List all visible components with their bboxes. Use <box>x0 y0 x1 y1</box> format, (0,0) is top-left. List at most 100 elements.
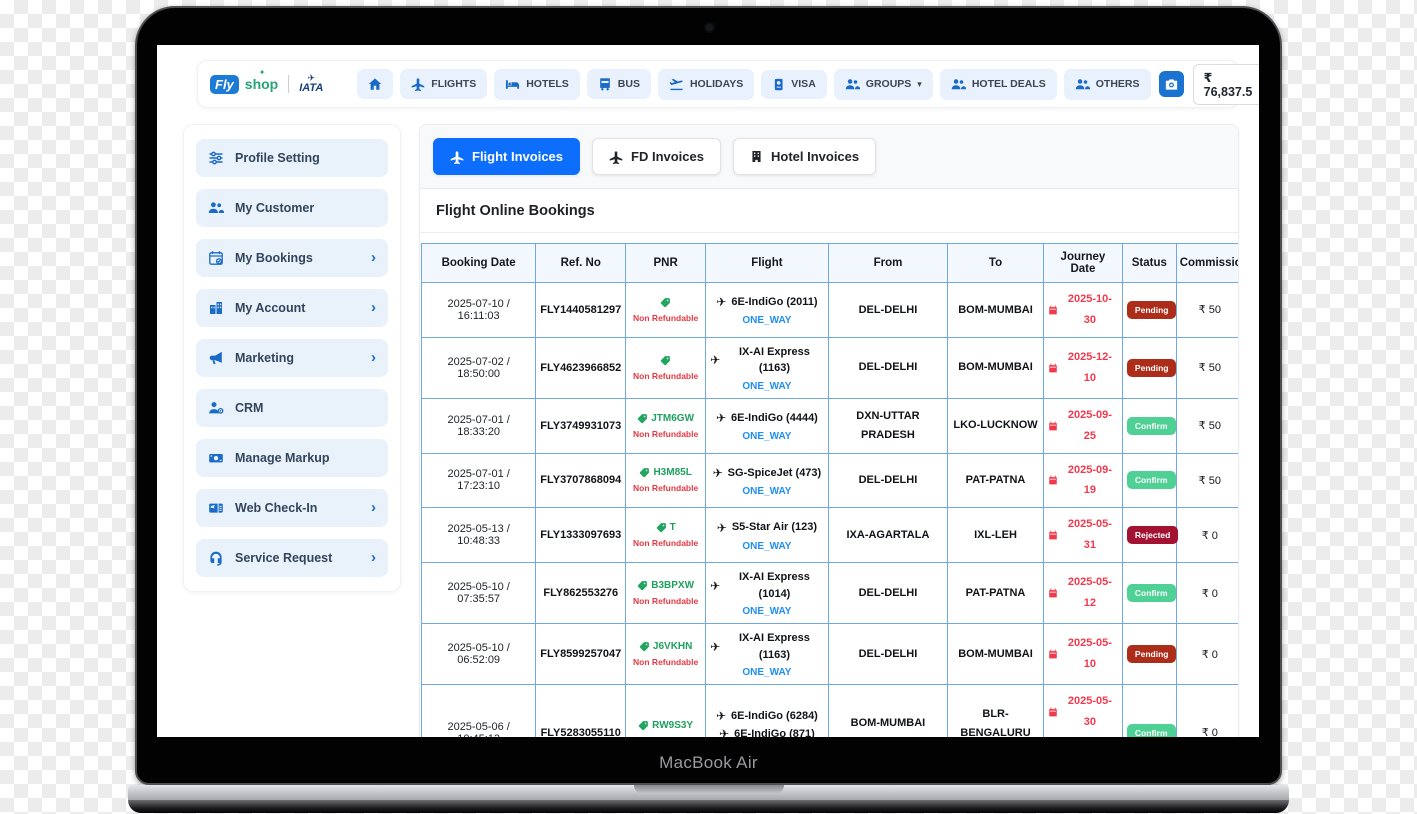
sidebar-item-profile-setting[interactable]: Profile Setting <box>196 139 388 177</box>
flight-name: ✈ 6E-IndiGo (4444) <box>710 409 824 427</box>
chevron-right-icon: › <box>371 349 376 366</box>
table-header-row: Booking Date Ref. No PNR Flight From To Journe… <box>420 243 1238 283</box>
chevron-right-icon: › <box>371 299 376 316</box>
nav-item-holidays[interactable]: HOLIDAYS <box>657 68 755 100</box>
journey-date-text: 2025-05-31 <box>1067 518 1112 552</box>
sidebar-item-service-request[interactable]: Service Request › <box>196 539 388 577</box>
flight-name: ✈ 6E-IndiGo (6284) <box>710 707 824 725</box>
trip-type: ONE_WAY <box>742 431 792 443</box>
sidebar-item-web-check-in[interactable]: Web Check-In › <box>196 489 388 527</box>
journey-date-value: 2025-09-25 <box>1048 405 1118 447</box>
flight-name: ✈ IX-AI Express (1014) <box>710 569 824 602</box>
table-body: 2025-07-10 / 16:11:03 FLY1440581297 Non Re… <box>420 282 1238 738</box>
status-cell: Rejected <box>1121 507 1179 564</box>
booking-date-cell: 2025-05-10 / 06:52:09 <box>420 623 537 686</box>
tag-icon <box>637 413 648 424</box>
plane-icon: ✈ <box>710 639 721 654</box>
main-area: Flight Invoices FD Invoices Hotel Invoices… <box>419 124 1239 737</box>
pnr-cell: T Non Refundable <box>625 507 707 564</box>
booking-date-cell: 2025-07-02 / 18:50:00 <box>420 336 537 399</box>
journey-date-text: 2025-10-30 <box>1067 293 1112 326</box>
to-value: BOM-MUMBAI <box>958 303 1033 316</box>
flyshop-logo[interactable]: Fly shop ✦ ✈ IATA <box>210 68 324 94</box>
flight-cell: ✈ SG-SpiceJet (473) ONE_WAY <box>705 452 829 509</box>
page-title: Flight Online Bookings <box>420 189 1238 233</box>
table-row: 2025-07-10 / 16:11:03 FLY1440581297 Non Re… <box>420 282 1238 338</box>
journey-date-value: 2025-10-30 <box>1048 289 1118 331</box>
nav-item-flights[interactable]: FLIGHTS <box>400 69 488 99</box>
tag-icon <box>639 641 650 652</box>
tab-hotel-invoices[interactable]: Hotel Invoices <box>732 138 877 175</box>
to-cell: LKO-LUCKNOW <box>947 397 1044 454</box>
to-value: LKO-LUCKNOW <box>953 419 1038 432</box>
plane-icon: ✈ <box>710 578 721 593</box>
tab-label: Flight Invoices <box>472 149 564 164</box>
journey-date-text: 2025-05-30 <box>1062 733 1118 738</box>
ref-no-cell: FLY8599257047 <box>535 623 627 686</box>
nav-item-bus[interactable]: BUS <box>586 69 651 99</box>
brand-fly-badge: Fly <box>210 74 239 94</box>
table-row: 2025-05-10 / 06:52:09 FLY8599257047 J6VKHN… <box>420 623 1238 686</box>
sidebar-item-label: Profile Setting <box>235 151 320 165</box>
nav-item-hotel-deals[interactable]: HOTEL DEALS <box>939 68 1057 100</box>
invoices-panel: Flight Invoices FD Invoices Hotel Invoices… <box>419 124 1239 737</box>
status-cell: Confirm <box>1121 397 1177 454</box>
calendar-icon <box>1048 421 1058 431</box>
pnr-value: J6VKHN <box>630 641 701 652</box>
from-cell: DEL-DELHI <box>827 562 949 625</box>
iata-logo: ✈ IATA <box>299 73 324 94</box>
nav-item-visa[interactable]: VISA <box>761 69 827 99</box>
column-header-booking-date: Booking Date <box>420 243 537 283</box>
headset-icon <box>208 550 224 566</box>
sidebar-item-crm[interactable]: CRM <box>196 389 388 427</box>
nav-menu: FLIGHTS HOTELS BUS HOLIDAYS VISA GROUPS ▾ HOTEL… <box>357 68 1151 100</box>
from-cell: DEL-DELHI <box>827 623 949 686</box>
pnr-value <box>630 297 701 308</box>
sidebar-item-manage-markup[interactable]: Manage Markup <box>196 439 388 477</box>
wallet-balance[interactable]: ₹ 76,837.5 <box>1192 63 1259 105</box>
nav-item-home[interactable] <box>357 69 394 99</box>
caret-down-icon: ▾ <box>917 78 922 89</box>
tab-flight-invoices[interactable]: Flight Invoices <box>433 138 581 175</box>
commission-cell: ₹ 50 <box>1175 397 1238 454</box>
ref-no-cell: FLY3749931073 <box>535 397 627 454</box>
journey-date-value: 2025-05-12 <box>1048 572 1118 614</box>
crm-icon <box>208 400 224 416</box>
flight-label: 6E-IndiGo (6284) <box>731 710 818 723</box>
camera-button[interactable] <box>1158 71 1184 97</box>
pnr-cell: J6VKHN Non Refundable <box>625 623 707 686</box>
calendar-icon <box>1048 530 1058 540</box>
sidebar-item-my-bookings[interactable]: My Bookings › <box>196 239 388 277</box>
flight-name: ✈ SG-SpiceJet (473) <box>710 464 824 482</box>
non-refundable-label: Non Refundable <box>633 596 699 607</box>
flight-cell: ✈ IX-AI Express (1163) ONE_WAY <box>705 623 829 686</box>
table-row: 2025-05-10 / 07:35:57 FLY862553276 B3BPXW N… <box>420 562 1238 625</box>
status-badge: Confirm <box>1126 471 1176 490</box>
flight-name: ✈ IX-AI Express (1163) <box>710 344 824 377</box>
to-value: BOM-MUMBAI <box>958 647 1033 660</box>
chevron-right-icon: › <box>371 249 376 266</box>
commission-cell: ₹ 0 <box>1175 507 1238 564</box>
to-value: BOM-MUMBAI <box>958 361 1033 374</box>
pnr-code: JTM6GW <box>651 412 695 424</box>
to-cell: BOM-MUMBAI <box>947 282 1044 338</box>
journey-date-text: 2025-05-30 <box>1067 695 1112 729</box>
megaphone-icon <box>208 350 224 366</box>
status-badge: Pending <box>1126 645 1177 664</box>
to-value: BLR-BENGALURU <box>960 707 1031 737</box>
tag-icon <box>637 580 648 591</box>
nav-item-groups[interactable]: GROUPS ▾ <box>833 68 933 100</box>
journey-date-value: 2025-05-30 <box>1048 691 1118 733</box>
sidebar-item-my-customer[interactable]: My Customer <box>196 189 388 227</box>
sidebar-item-marketing[interactable]: Marketing › <box>196 339 388 377</box>
bookings-table-wrapper: Booking Date Ref. No PNR Flight From To Journe… <box>420 233 1238 737</box>
tab-fd-invoices[interactable]: FD Invoices <box>592 138 721 175</box>
sidebar-item-my-account[interactable]: My Account › <box>196 289 388 327</box>
from-value: DEL-DELHI <box>858 647 918 660</box>
tag-icon <box>660 355 671 366</box>
flight-label: IX-AI Express (1014) <box>738 571 810 600</box>
nav-item-hotels[interactable]: HOTELS <box>494 68 580 100</box>
column-header-commission: Commission <box>1175 243 1238 283</box>
ref-no-cell: FLY862553276 <box>535 562 627 625</box>
nav-item-others[interactable]: OTHERS <box>1063 68 1151 100</box>
